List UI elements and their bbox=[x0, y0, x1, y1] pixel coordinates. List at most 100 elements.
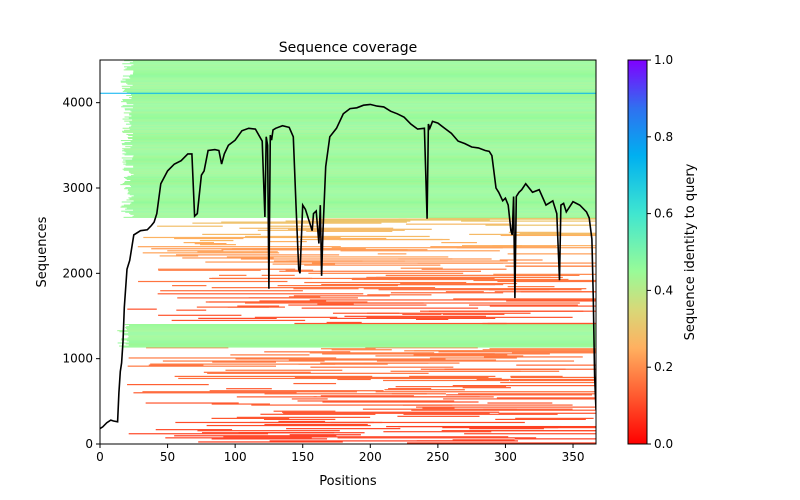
alignment-row bbox=[126, 329, 596, 331]
alignment-row bbox=[127, 67, 596, 69]
alignment-segment bbox=[375, 391, 596, 393]
alignment-segment bbox=[221, 249, 428, 251]
y-tick-label: 2000 bbox=[62, 266, 93, 280]
alignment-segment bbox=[397, 415, 480, 417]
alignment-segment bbox=[176, 309, 207, 311]
alignment-segment bbox=[254, 316, 338, 318]
alignment-segment bbox=[417, 262, 596, 264]
alignment-row bbox=[120, 81, 596, 83]
alignment-segment bbox=[160, 290, 303, 292]
alignment-row bbox=[124, 182, 596, 184]
alignment-segment bbox=[409, 375, 496, 378]
alignment-segment bbox=[133, 392, 297, 394]
alignment-segment bbox=[277, 285, 398, 287]
alignment-row bbox=[128, 170, 596, 172]
alignment-segment bbox=[324, 396, 494, 398]
alignment-row bbox=[131, 202, 596, 204]
alignment-row bbox=[122, 78, 596, 80]
alignment-segment bbox=[320, 362, 460, 364]
alignment-segment bbox=[378, 289, 550, 291]
alignment-segment bbox=[469, 428, 544, 430]
alignment-row bbox=[132, 139, 596, 141]
alignment-segment bbox=[297, 400, 455, 402]
alignment-segment bbox=[506, 265, 596, 267]
alignment-segment bbox=[400, 267, 443, 269]
alignment-row bbox=[126, 103, 596, 105]
alignment-segment bbox=[257, 229, 405, 231]
alignment-segment bbox=[443, 398, 596, 400]
alignment-segment bbox=[416, 406, 596, 408]
alignment-row bbox=[122, 99, 596, 101]
alignment-segment bbox=[453, 298, 596, 300]
alignment-row bbox=[122, 90, 596, 92]
alignment-segment bbox=[362, 408, 517, 410]
alignment-row bbox=[122, 168, 596, 170]
alignment-segment bbox=[422, 407, 455, 409]
x-tick-label: 50 bbox=[160, 450, 175, 464]
alignment-row bbox=[132, 135, 596, 137]
alignment-segment bbox=[383, 379, 510, 382]
alignment-segment bbox=[239, 227, 394, 229]
alignment-segment bbox=[403, 413, 558, 415]
alignment-row bbox=[128, 332, 596, 334]
chart-title: Sequence coverage bbox=[279, 40, 418, 56]
alignment-segment bbox=[467, 299, 596, 301]
x-axis: 0 50 100 150 200 250 300 350 bbox=[96, 444, 584, 464]
alignment-row bbox=[123, 129, 596, 131]
alignment-row bbox=[123, 176, 596, 178]
alignment-row bbox=[129, 212, 596, 214]
alignment-segment bbox=[385, 274, 580, 276]
alignment-row bbox=[132, 119, 596, 121]
alignment-segment bbox=[294, 376, 489, 379]
alignment-row bbox=[130, 125, 596, 127]
alignment-segment bbox=[383, 431, 492, 433]
alignment-row bbox=[124, 88, 596, 90]
alignment-segment bbox=[279, 270, 482, 272]
alignment-row bbox=[132, 158, 596, 160]
alignment-row bbox=[122, 183, 596, 185]
alignment-segment bbox=[226, 388, 272, 390]
alignment-row bbox=[131, 93, 596, 95]
alignment-row bbox=[121, 338, 596, 340]
alignment-segment bbox=[143, 236, 341, 239]
alignment-segment bbox=[439, 218, 596, 220]
alignment-segment bbox=[151, 248, 366, 250]
alignment-row bbox=[126, 152, 596, 154]
alignment-row bbox=[130, 110, 596, 112]
alignment-segment bbox=[138, 280, 288, 283]
alignment-segment bbox=[511, 352, 596, 354]
alignment-row bbox=[121, 85, 596, 87]
alignment-segment bbox=[515, 417, 594, 419]
alignment-row bbox=[121, 143, 596, 145]
alignment-segment bbox=[404, 350, 596, 352]
alignment-segment bbox=[174, 435, 337, 437]
colorbar-ticks: 0.0 0.2 0.4 0.6 0.8 1.0 bbox=[647, 53, 673, 451]
alignment-segment bbox=[289, 260, 405, 262]
alignment-row bbox=[133, 70, 596, 72]
alignment-row bbox=[120, 206, 596, 208]
alignment-row bbox=[129, 62, 596, 64]
alignment-segment bbox=[162, 360, 325, 362]
alignment-segment bbox=[337, 378, 371, 381]
alignment-segment bbox=[510, 376, 596, 379]
alignment-segment bbox=[400, 282, 518, 285]
alignment-segment bbox=[469, 304, 578, 306]
alignment-segment bbox=[223, 436, 328, 438]
alignment-row bbox=[126, 133, 596, 135]
alignment-row bbox=[125, 328, 596, 330]
alignment-segment bbox=[506, 300, 596, 302]
alignment-segment bbox=[322, 353, 550, 355]
alignment-segment bbox=[508, 231, 561, 233]
alignment-segment bbox=[211, 438, 328, 440]
alignment-segment bbox=[211, 287, 436, 289]
alignment-segment bbox=[402, 404, 573, 406]
alignment-row bbox=[128, 344, 596, 346]
alignment-row bbox=[128, 335, 596, 337]
alignment-segment bbox=[310, 218, 407, 220]
alignment-row bbox=[130, 74, 596, 76]
alignment-row bbox=[130, 213, 596, 215]
alignment-segment bbox=[420, 368, 566, 370]
alignment-segment bbox=[309, 299, 489, 301]
alignment-segment bbox=[293, 382, 337, 385]
alignment-row bbox=[133, 173, 596, 175]
